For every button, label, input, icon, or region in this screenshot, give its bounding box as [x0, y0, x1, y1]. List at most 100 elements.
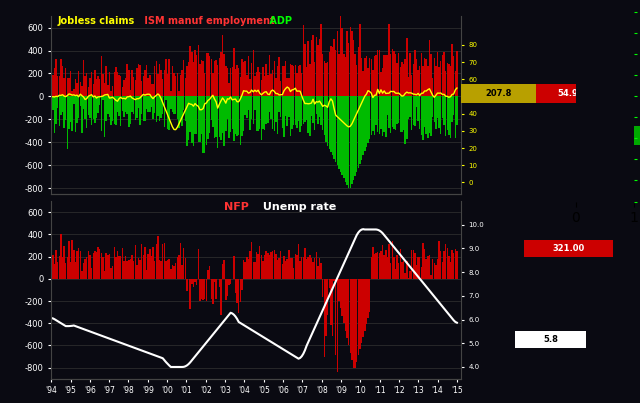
Bar: [426, 59, 427, 96]
Bar: [314, 62, 316, 96]
Bar: [110, 91, 112, 96]
Bar: [157, 236, 159, 279]
Bar: [94, 70, 95, 96]
Bar: [333, 39, 335, 96]
Bar: [432, 96, 433, 117]
Bar: [437, 96, 438, 118]
Bar: [388, 24, 390, 96]
Bar: [65, 263, 67, 279]
Bar: [241, 279, 243, 291]
Bar: [225, 66, 227, 96]
Bar: [453, 253, 454, 279]
Bar: [406, 38, 408, 96]
Bar: [207, 53, 209, 96]
Bar: [141, 81, 143, 96]
Bar: [374, 56, 375, 96]
Bar: [376, 253, 377, 279]
Bar: [341, 279, 343, 316]
Bar: [99, 249, 100, 279]
Bar: [427, 66, 429, 96]
Bar: [168, 96, 170, 131]
Bar: [113, 72, 115, 96]
Bar: [345, 96, 346, 182]
Bar: [228, 279, 230, 285]
Bar: [72, 96, 73, 131]
Bar: [227, 96, 228, 119]
Bar: [256, 252, 257, 279]
Bar: [361, 96, 362, 160]
Bar: [276, 260, 278, 279]
Bar: [147, 78, 149, 96]
Bar: [180, 243, 181, 279]
Bar: [262, 261, 264, 279]
Bar: [325, 279, 327, 336]
Bar: [340, 16, 341, 96]
Bar: [140, 260, 141, 279]
Bar: [311, 96, 312, 116]
Bar: [175, 76, 177, 96]
Bar: [147, 96, 149, 112]
Bar: [236, 96, 238, 137]
Bar: [364, 58, 365, 96]
Bar: [109, 96, 110, 117]
Bar: [260, 80, 262, 96]
Bar: [141, 244, 143, 279]
Bar: [311, 40, 312, 96]
Bar: [235, 69, 236, 96]
Bar: [138, 96, 140, 108]
FancyBboxPatch shape: [461, 84, 536, 103]
Bar: [414, 96, 415, 127]
Bar: [408, 278, 409, 279]
Bar: [288, 96, 289, 116]
Bar: [272, 71, 273, 96]
Bar: [149, 96, 150, 112]
Bar: [107, 255, 109, 279]
Bar: [343, 279, 344, 323]
Bar: [444, 96, 445, 125]
Bar: [448, 64, 449, 96]
Bar: [341, 96, 343, 175]
Bar: [355, 96, 356, 176]
Bar: [138, 258, 140, 279]
Bar: [248, 56, 249, 96]
Bar: [280, 251, 282, 279]
Bar: [288, 250, 289, 279]
Bar: [55, 250, 57, 279]
Bar: [204, 73, 205, 96]
Bar: [346, 279, 348, 338]
Bar: [301, 96, 303, 126]
Bar: [448, 96, 449, 135]
Bar: [147, 254, 149, 279]
Bar: [133, 96, 134, 114]
Bar: [361, 279, 362, 343]
Bar: [442, 55, 443, 96]
Bar: [445, 244, 446, 279]
Bar: [282, 96, 283, 128]
Bar: [239, 279, 241, 302]
Bar: [68, 241, 70, 279]
Bar: [257, 254, 259, 279]
Bar: [287, 78, 288, 96]
Bar: [183, 60, 184, 96]
Bar: [324, 279, 325, 357]
Bar: [438, 96, 440, 128]
Bar: [438, 67, 440, 96]
Bar: [296, 96, 298, 128]
Bar: [144, 96, 146, 121]
Bar: [340, 279, 341, 308]
Bar: [102, 257, 104, 279]
Bar: [454, 96, 456, 138]
Bar: [94, 96, 95, 123]
Bar: [178, 96, 180, 128]
Bar: [307, 42, 309, 96]
Bar: [233, 96, 235, 141]
Bar: [309, 64, 310, 96]
Bar: [72, 241, 73, 279]
Bar: [447, 96, 448, 130]
Bar: [325, 63, 327, 96]
Bar: [254, 96, 255, 110]
Bar: [272, 251, 273, 279]
Bar: [275, 96, 276, 122]
Bar: [251, 96, 252, 119]
Bar: [413, 64, 414, 96]
